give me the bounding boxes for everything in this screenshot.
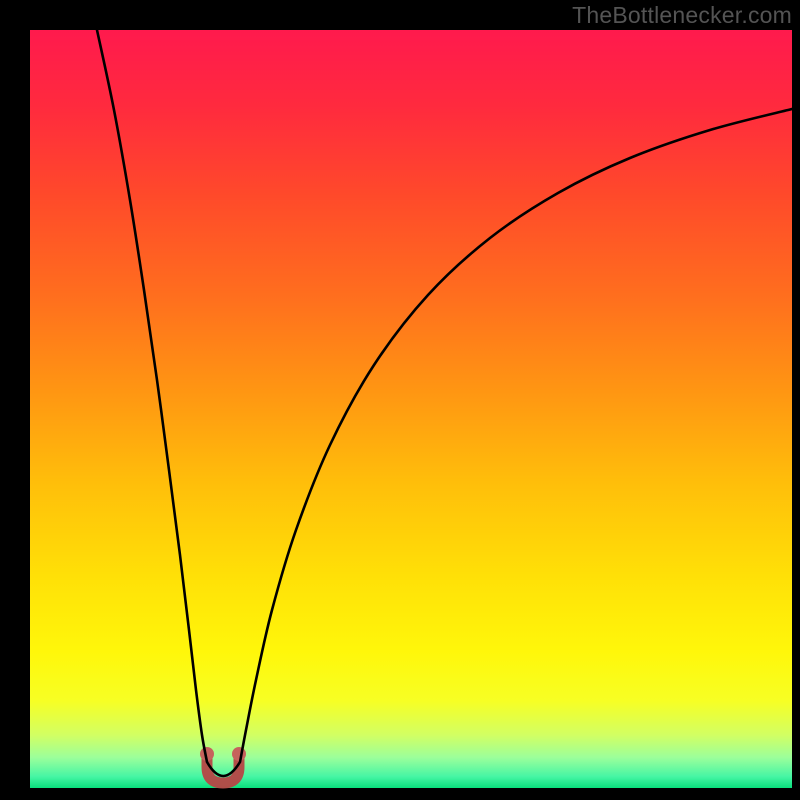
watermark-text: TheBottlenecker.com xyxy=(572,2,792,29)
plot-area xyxy=(30,30,792,788)
bottleneck-curve xyxy=(30,30,792,788)
v-curve-path xyxy=(97,30,792,776)
